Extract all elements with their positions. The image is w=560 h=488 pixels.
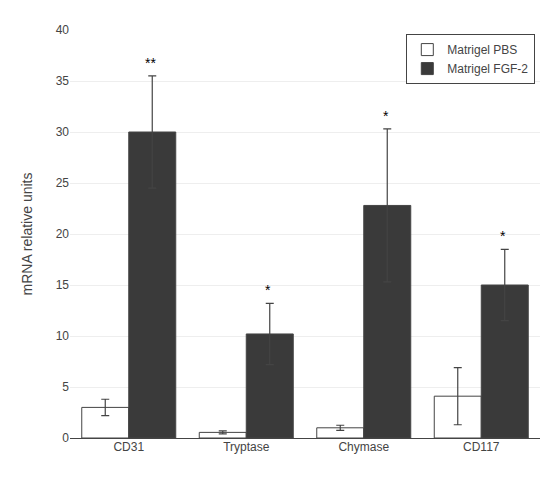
svg-text:*: * xyxy=(383,108,389,124)
svg-text:5: 5 xyxy=(62,380,69,394)
svg-text:15: 15 xyxy=(56,278,70,292)
svg-text:CD31: CD31 xyxy=(113,440,144,454)
svg-text:Tryptase: Tryptase xyxy=(223,440,270,454)
svg-text:10: 10 xyxy=(56,329,70,343)
svg-text:*: * xyxy=(265,282,271,298)
svg-text:mRNA relative units: mRNA relative units xyxy=(19,173,35,296)
svg-text:Matrigel PBS: Matrigel PBS xyxy=(447,43,517,57)
svg-text:*: * xyxy=(500,228,506,244)
svg-text:30: 30 xyxy=(56,125,70,139)
svg-text:Chymase: Chymase xyxy=(338,440,389,454)
svg-text:20: 20 xyxy=(56,227,70,241)
svg-text:**: ** xyxy=(145,55,156,71)
svg-text:0: 0 xyxy=(62,431,69,445)
svg-text:40: 40 xyxy=(56,23,70,37)
svg-text:25: 25 xyxy=(56,176,70,190)
svg-text:Matrigel FGF-2: Matrigel FGF-2 xyxy=(447,62,528,76)
svg-text:35: 35 xyxy=(56,74,70,88)
svg-text:CD117: CD117 xyxy=(463,440,500,454)
